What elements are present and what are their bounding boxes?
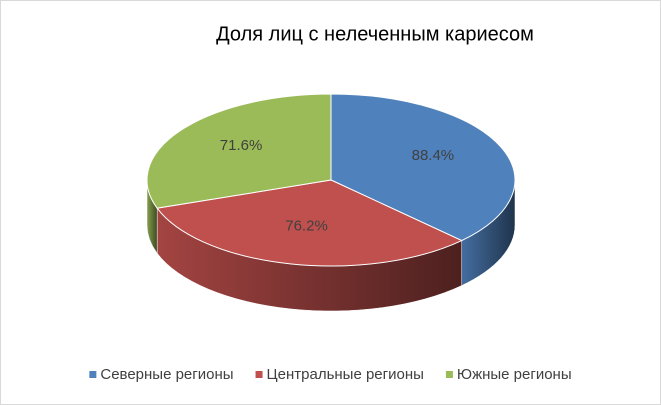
legend-swatch [445,371,453,378]
slice [146,93,332,209]
legend: Северные регионы Центральные регионы Южные… [89,366,572,383]
slice [156,179,463,267]
legend-swatch [255,371,263,378]
legend-label: Северные регионы [100,366,233,383]
data-label: 88.4% [412,147,455,164]
slice [330,93,516,242]
legend-swatch [89,371,97,378]
legend-label: Центральные регионы [267,366,424,383]
chart-title: Доля лиц с нелеченным кариесом [216,23,534,45]
data-label: 76.2% [285,217,328,234]
data-label: 71.6% [220,137,263,154]
legend-label: Южные регионы [457,366,572,383]
